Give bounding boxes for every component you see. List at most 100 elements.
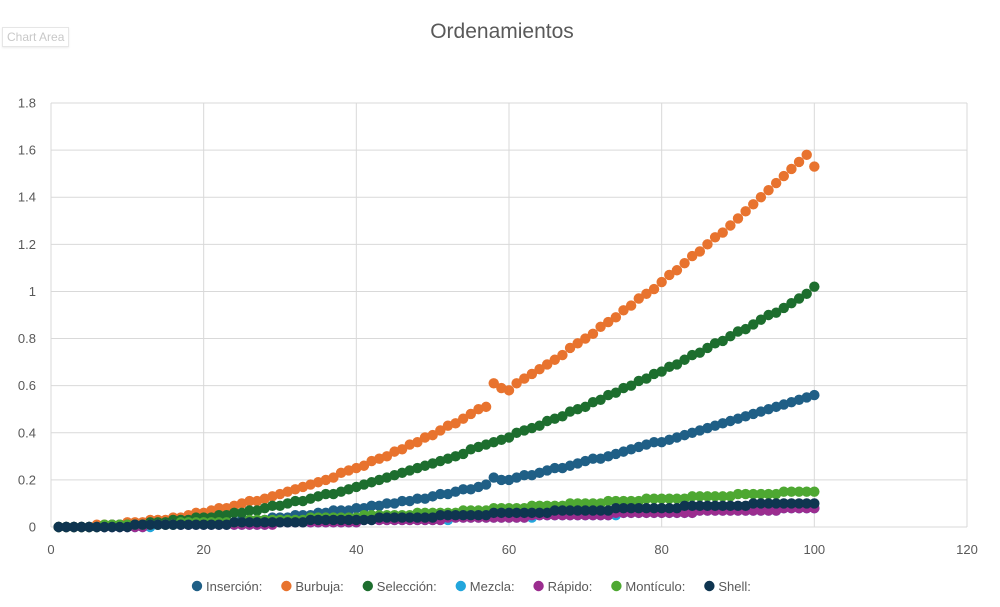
data-point bbox=[564, 505, 576, 516]
data-point bbox=[312, 514, 324, 526]
data-point bbox=[190, 519, 202, 530]
y-tick-label: 1 bbox=[29, 284, 36, 299]
data-point bbox=[137, 519, 148, 530]
data-point bbox=[328, 472, 339, 483]
legend-label: Shell: bbox=[718, 579, 751, 594]
data-point bbox=[748, 488, 759, 500]
data-point bbox=[381, 451, 393, 462]
data-point bbox=[595, 394, 606, 405]
legend-label: Burbuja: bbox=[295, 579, 343, 594]
data-point bbox=[458, 448, 469, 460]
data-point bbox=[450, 418, 461, 429]
data-point bbox=[564, 342, 576, 354]
data-point bbox=[488, 378, 499, 389]
legend-item[interactable]: Selección: bbox=[362, 579, 437, 594]
data-point bbox=[656, 366, 667, 377]
chart-area-tooltip: Chart Area bbox=[2, 27, 70, 47]
data-point bbox=[183, 519, 194, 530]
data-point bbox=[427, 429, 438, 441]
data-point bbox=[587, 505, 599, 516]
data-point bbox=[435, 510, 446, 521]
y-tick-label: 0.2 bbox=[18, 472, 36, 487]
data-point bbox=[458, 413, 469, 424]
data-point bbox=[763, 184, 774, 196]
data-point bbox=[206, 519, 217, 530]
data-point bbox=[725, 220, 736, 231]
data-point bbox=[351, 502, 362, 514]
data-point bbox=[641, 493, 652, 504]
data-point bbox=[694, 347, 706, 358]
legend-item[interactable]: Shell: bbox=[704, 579, 751, 594]
data-point bbox=[641, 288, 652, 299]
x-tick-label: 0 bbox=[47, 542, 54, 557]
legend-item[interactable]: Rápido: bbox=[533, 579, 592, 594]
legend-label: Montículo: bbox=[625, 579, 685, 594]
data-point bbox=[687, 491, 698, 502]
data-point bbox=[755, 498, 767, 509]
data-point bbox=[717, 491, 728, 502]
data-point bbox=[213, 519, 225, 530]
data-point bbox=[587, 328, 599, 340]
data-point bbox=[671, 493, 683, 504]
data-point bbox=[503, 507, 515, 519]
data-point bbox=[694, 491, 706, 502]
x-tick-label: 80 bbox=[654, 542, 668, 557]
data-point bbox=[740, 323, 751, 335]
data-point bbox=[282, 517, 293, 528]
legend-item[interactable]: Burbuja: bbox=[281, 579, 344, 594]
data-point bbox=[412, 437, 423, 448]
x-tick-label: 100 bbox=[803, 542, 825, 557]
data-point bbox=[770, 498, 782, 509]
data-point bbox=[580, 401, 591, 413]
data-point bbox=[358, 460, 370, 471]
data-point bbox=[755, 192, 767, 203]
data-point bbox=[702, 342, 713, 354]
data-point bbox=[702, 239, 713, 250]
data-point bbox=[91, 521, 103, 533]
data-point bbox=[809, 389, 820, 401]
data-point bbox=[793, 486, 805, 497]
data-point bbox=[778, 170, 789, 182]
y-tick-label: 0 bbox=[29, 520, 36, 535]
data-point bbox=[694, 500, 706, 511]
legend-marker bbox=[191, 580, 203, 592]
data-point bbox=[396, 495, 408, 507]
data-point bbox=[458, 484, 469, 495]
data-point bbox=[503, 385, 515, 396]
data-point bbox=[381, 498, 393, 509]
data-point bbox=[717, 335, 728, 347]
data-point bbox=[351, 514, 362, 526]
data-point bbox=[641, 373, 652, 384]
data-point bbox=[603, 316, 614, 328]
data-point bbox=[358, 514, 370, 526]
data-point bbox=[580, 505, 591, 516]
legend-item[interactable]: Montículo: bbox=[611, 579, 685, 594]
data-point bbox=[793, 156, 805, 168]
data-point bbox=[366, 500, 377, 511]
data-point bbox=[755, 314, 767, 325]
data-point bbox=[778, 486, 789, 497]
data-point bbox=[557, 411, 568, 422]
legend[interactable]: Inserción: Burbuja: Selección: Mezcla: Rápid… bbox=[191, 579, 751, 594]
legend-item[interactable]: Mezcla: bbox=[455, 579, 515, 594]
data-point bbox=[648, 502, 660, 514]
data-point bbox=[740, 206, 751, 217]
data-point bbox=[473, 510, 484, 521]
data-point bbox=[465, 510, 477, 521]
data-point bbox=[656, 493, 667, 504]
data-point bbox=[725, 500, 736, 511]
data-point bbox=[709, 500, 721, 511]
data-point bbox=[748, 199, 759, 210]
data-point bbox=[259, 517, 270, 528]
y-tick-label: 0.8 bbox=[18, 331, 36, 346]
legend-item[interactable]: Inserción: bbox=[191, 579, 263, 594]
data-point bbox=[687, 250, 698, 262]
data-point bbox=[793, 498, 805, 509]
data-point bbox=[488, 507, 499, 519]
data-point bbox=[335, 514, 347, 526]
data-point bbox=[694, 246, 706, 257]
data-point bbox=[679, 500, 690, 511]
data-point bbox=[480, 479, 492, 490]
data-point bbox=[160, 519, 171, 530]
data-point bbox=[656, 502, 667, 514]
